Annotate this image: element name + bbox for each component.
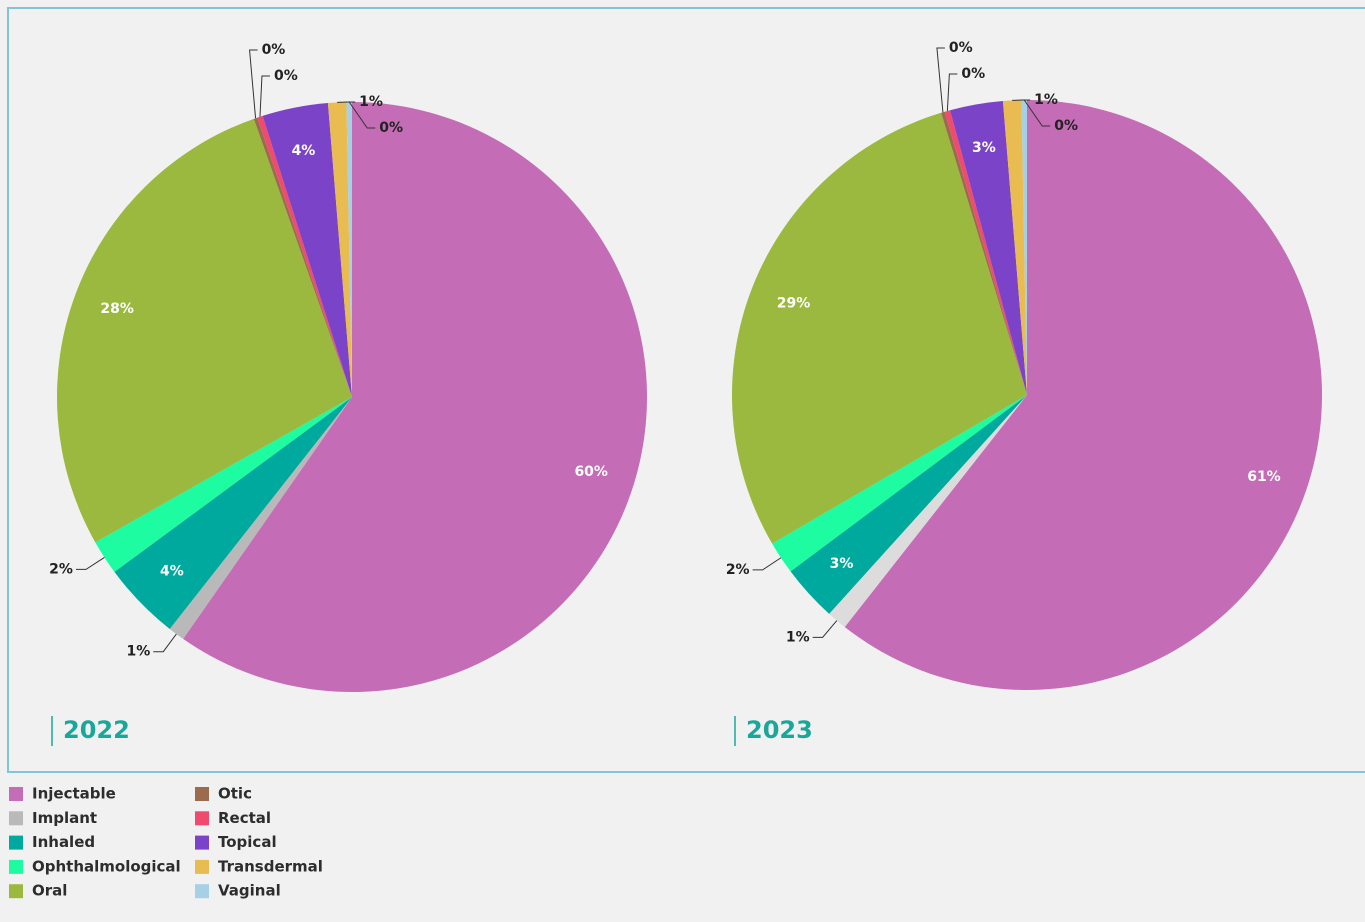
legend-swatch xyxy=(195,859,209,874)
chart-title: 2023 xyxy=(746,716,813,744)
slice-label: 61% xyxy=(1247,469,1281,485)
pie-slice xyxy=(1021,100,1027,395)
slice-label: 1% xyxy=(786,629,810,645)
pie-slice xyxy=(183,102,648,692)
slice-label: 0% xyxy=(274,68,298,84)
pie-slice xyxy=(56,118,353,543)
legend-label: Vaginal xyxy=(218,882,281,900)
legend-swatch xyxy=(9,884,23,899)
legend-label: Ophthalmological xyxy=(32,857,181,875)
pie-slice xyxy=(790,395,1027,614)
leader-line xyxy=(946,73,958,111)
legend-label: Oral xyxy=(32,882,67,900)
legend-label: Otic xyxy=(218,785,252,803)
slice-label: 1% xyxy=(126,644,150,660)
legend-label: Rectal xyxy=(218,809,271,827)
leader-line xyxy=(812,620,838,638)
legend-swatch xyxy=(195,835,209,850)
slice-label: 0% xyxy=(262,42,286,58)
leader-line xyxy=(752,557,782,571)
legend-swatch xyxy=(195,787,209,801)
leader-line xyxy=(1023,99,1051,127)
leader-line xyxy=(75,556,105,570)
slice-label: 2% xyxy=(726,562,750,578)
pie-slice xyxy=(944,110,1027,396)
leader-line xyxy=(153,633,177,653)
legend-label: Injectable xyxy=(32,785,116,803)
legend-swatch xyxy=(9,787,23,801)
pie-slice xyxy=(327,102,352,398)
legend-swatch xyxy=(9,835,23,850)
slice-label: 0% xyxy=(949,40,973,56)
slice-label: 0% xyxy=(379,120,403,136)
pie-slice xyxy=(262,102,352,397)
slice-label: 28% xyxy=(100,301,134,317)
slice-label: 0% xyxy=(1054,118,1078,134)
legend-label: Implant xyxy=(32,809,97,827)
leader-line xyxy=(249,49,258,119)
legend-swatch xyxy=(9,811,23,826)
slice-label: 0% xyxy=(961,66,985,82)
slice-label: 60% xyxy=(574,464,608,480)
frame xyxy=(7,7,1365,773)
slice-label: 3% xyxy=(830,556,854,572)
pie-slice xyxy=(346,102,352,397)
pie-slice xyxy=(731,112,1027,544)
leader-line xyxy=(348,101,376,129)
slice-label: 3% xyxy=(972,140,996,156)
pie-slice xyxy=(772,395,1027,572)
pie-slice xyxy=(941,111,1027,395)
slice-label: 2% xyxy=(49,561,73,577)
pie-slice xyxy=(950,100,1027,395)
leader-line xyxy=(936,47,945,113)
legend-swatch xyxy=(9,859,23,874)
pie-slice xyxy=(169,397,352,639)
legend-swatch xyxy=(195,811,209,826)
slice-label: 29% xyxy=(777,295,811,311)
slice-label: 1% xyxy=(359,94,383,110)
slice-label: 1% xyxy=(1034,92,1058,108)
legend-label: Inhaled xyxy=(32,833,95,851)
legend-label: Topical xyxy=(218,833,277,851)
chart-title: 2022 xyxy=(63,716,130,744)
slice-label: 4% xyxy=(160,564,184,580)
leader-line xyxy=(259,75,270,117)
slice-label: 4% xyxy=(292,143,316,159)
pie-slice xyxy=(114,397,352,629)
pie-slice xyxy=(253,117,352,397)
pie-slice xyxy=(95,397,353,572)
pie-slice xyxy=(844,100,1322,690)
legend-label: Transdermal xyxy=(218,857,323,875)
legend-swatch xyxy=(195,884,209,899)
pie-slice xyxy=(829,395,1027,627)
pie-slice xyxy=(1002,100,1027,396)
pie-slice xyxy=(257,115,352,397)
